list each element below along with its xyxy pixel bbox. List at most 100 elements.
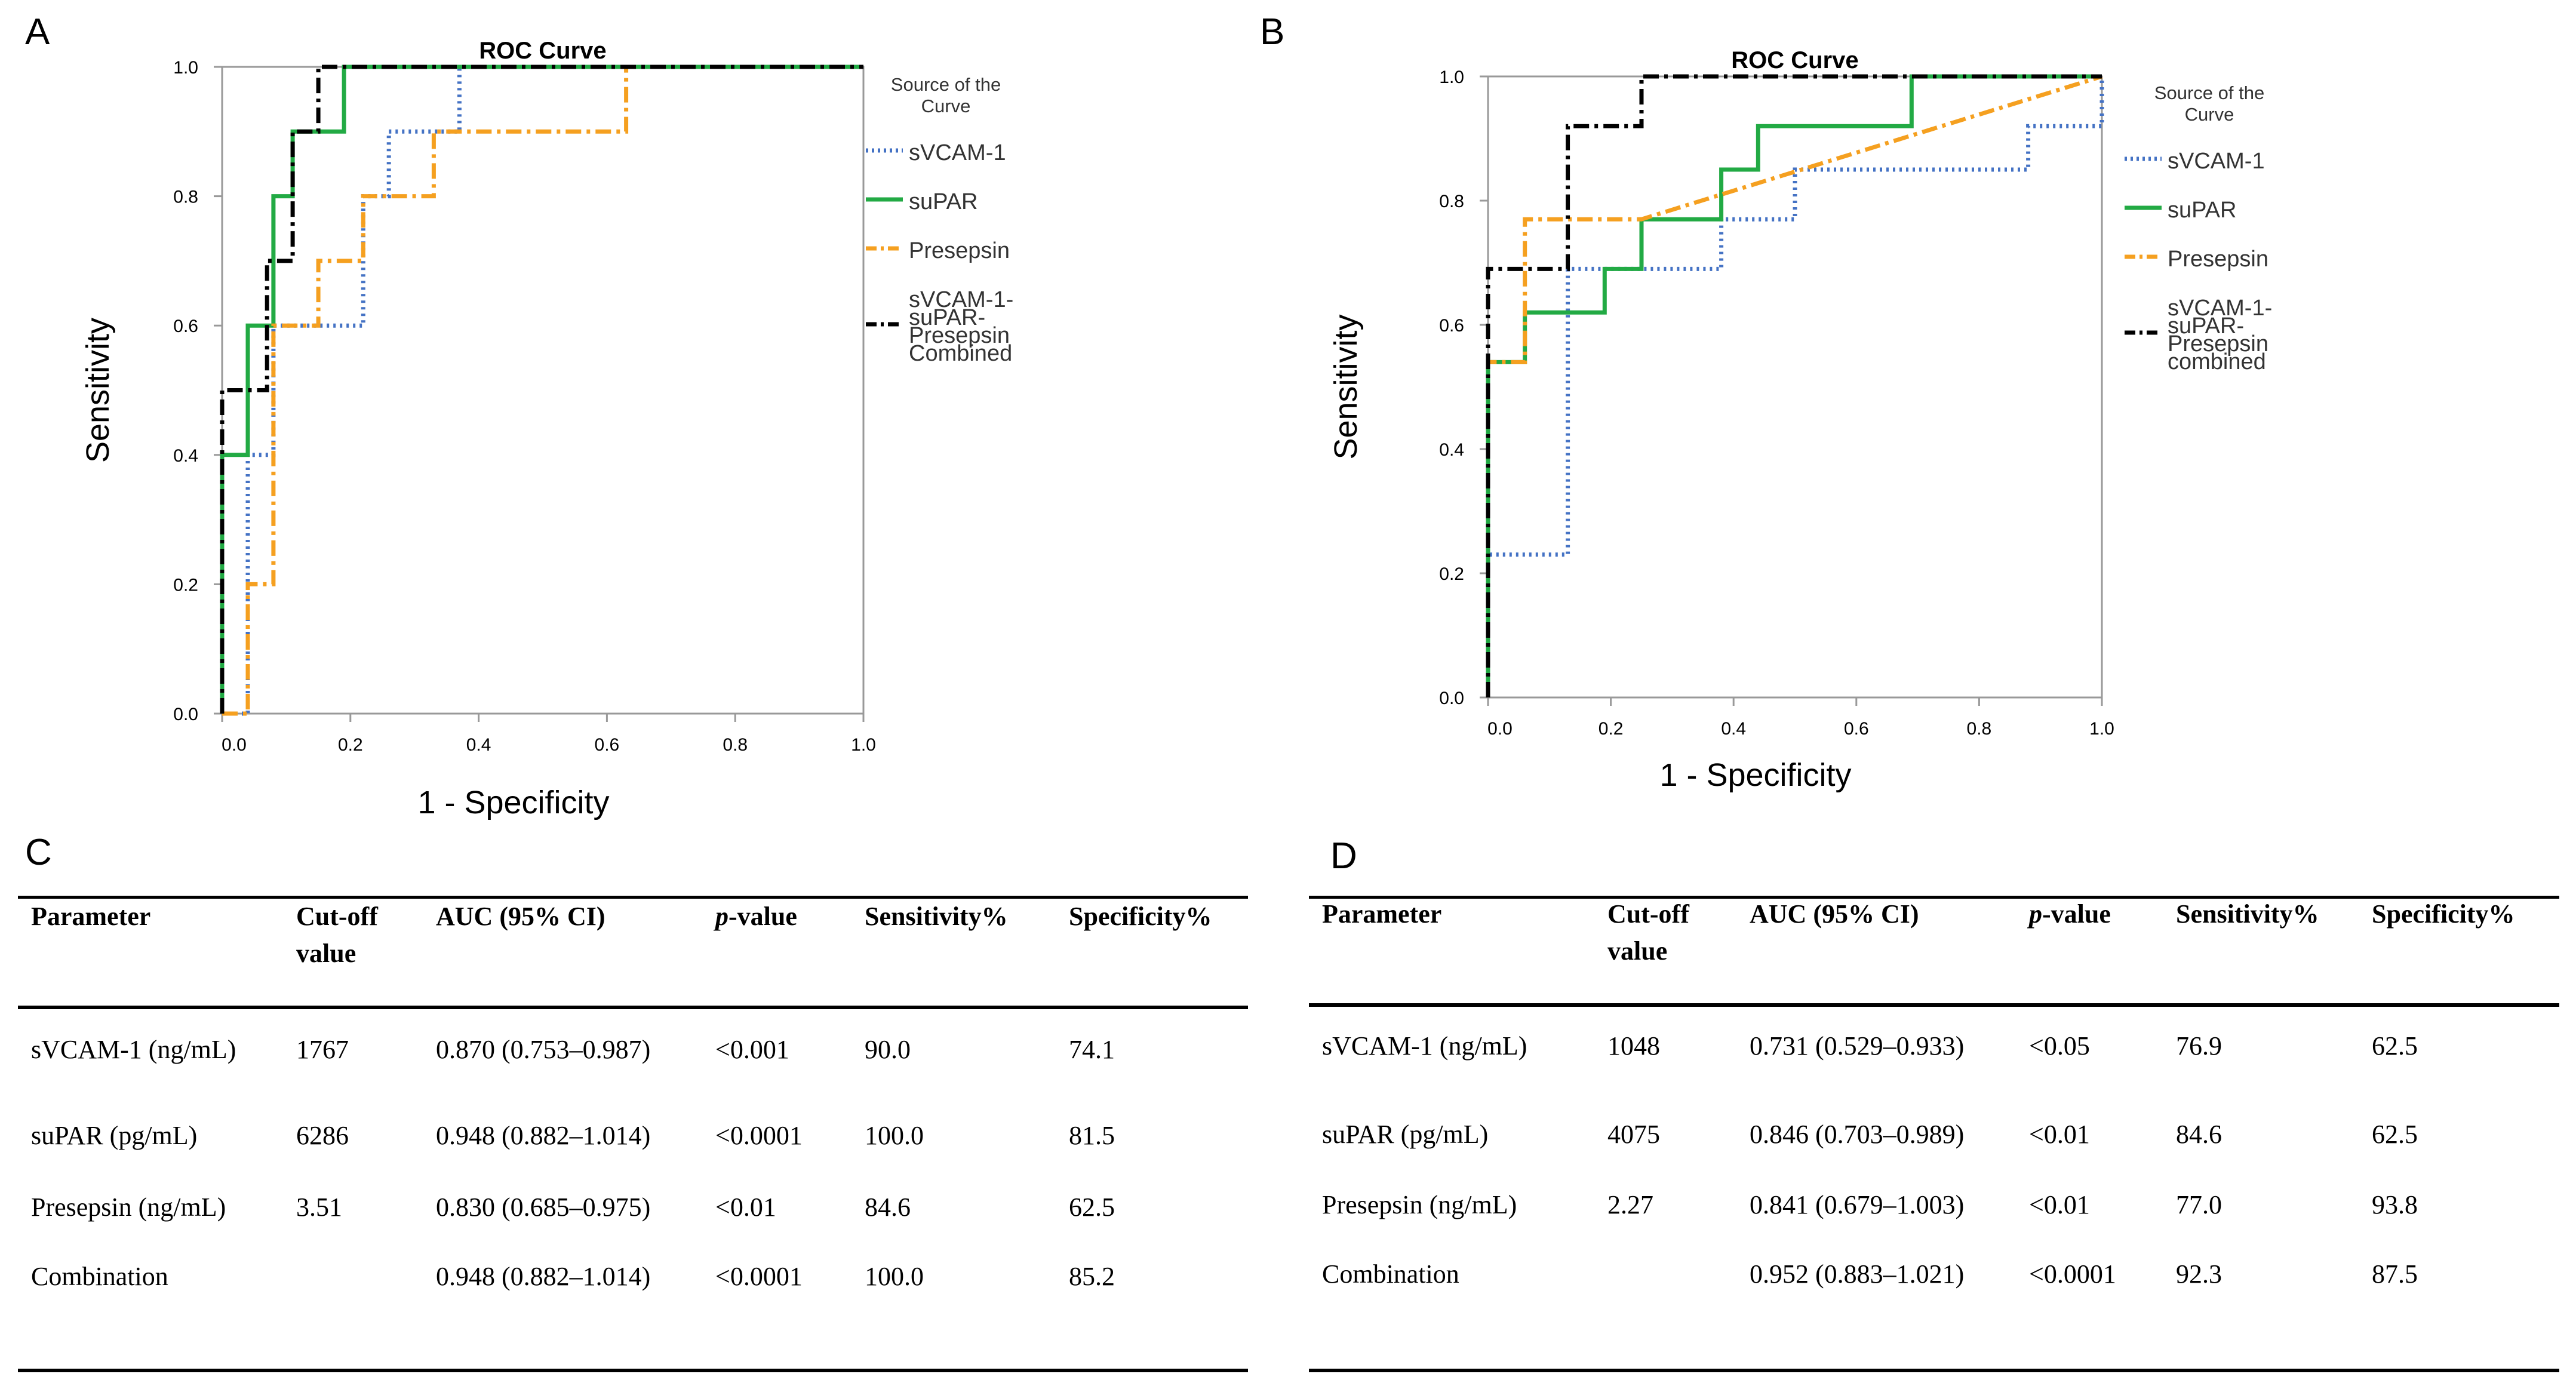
table-cell: 62.5	[1069, 1193, 1115, 1222]
panel-label-d: D	[1330, 835, 1357, 877]
column-header: Parameter	[31, 898, 150, 935]
column-header-line: value	[296, 939, 356, 968]
x-tick-label: 0.6	[1844, 719, 1869, 739]
table-cell: Combination	[31, 1262, 168, 1291]
results-table-c: Parameter Cut-off value AUC (95% CI) p-value…	[18, 896, 1248, 1373]
table-top-rule	[18, 896, 1248, 899]
series-line-presepsin	[222, 64, 863, 716]
column-header: Sensitivity%	[2176, 896, 2319, 933]
table-cell: 0.870 (0.753–0.987)	[436, 1035, 651, 1064]
legend-label-supar: suPAR	[2168, 198, 2236, 223]
table-cell: <0.01	[715, 1193, 776, 1222]
column-header: p-value	[715, 898, 797, 935]
table-cell: <0.01	[2029, 1190, 2090, 1219]
table-cell: 3.51	[296, 1193, 342, 1222]
table-cell: 77.0	[2176, 1190, 2222, 1219]
table-cell: 1767	[296, 1035, 349, 1064]
table-top-rule	[1309, 896, 2559, 899]
results-table-d: Parameter Cut-off value AUC (95% CI) p-value…	[1309, 896, 2559, 1373]
table-cell: 1048	[1607, 1031, 1660, 1061]
table-cell: 0.846 (0.703–0.989)	[1750, 1120, 1965, 1149]
table-cell: 0.731 (0.529–0.933)	[1750, 1031, 1965, 1061]
legend-label-svcam-1-supar-presepsin-combined: Combined	[909, 341, 1012, 366]
legend-title: Source of the	[891, 74, 1001, 95]
table-cell: 92.3	[2176, 1259, 2222, 1289]
y-tick-label: 0.0	[173, 705, 198, 724]
column-header: AUC (95% CI)	[436, 898, 605, 935]
table-cell: <0.0001	[2029, 1259, 2116, 1289]
table-cell: 90.0	[865, 1035, 911, 1064]
table-cell: 0.830 (0.685–0.975)	[436, 1193, 651, 1222]
x-tick-label: 0.6	[595, 735, 620, 755]
column-header-line: Sensitivity%	[2176, 899, 2319, 929]
y-tick-label: 0.2	[1439, 564, 1464, 584]
legend-label-svcam-1-supar-presepsin-combined: sVCAM-1-	[2168, 296, 2272, 321]
table-cell: sVCAM-1 (ng/mL)	[1322, 1031, 1527, 1061]
table-cell: 62.5	[2372, 1120, 2418, 1149]
table-cell: <0.05	[2029, 1031, 2090, 1061]
legend-label-presepsin: Presepsin	[909, 238, 1010, 263]
table-bottom-rule	[1309, 1369, 2559, 1372]
table-cell: 62.5	[2372, 1031, 2418, 1061]
table-cell: suPAR (pg/mL)	[1322, 1120, 1489, 1149]
table-cell: 81.5	[1069, 1121, 1115, 1150]
column-header-part: p	[715, 902, 728, 931]
x-tick-label: 0.0	[1487, 719, 1513, 739]
table-cell: 100.0	[865, 1121, 924, 1150]
column-header-line: Sensitivity%	[865, 902, 1008, 931]
legend-title: Curve	[921, 96, 971, 116]
column-header: AUC (95% CI)	[1750, 896, 1919, 933]
column-header-line: AUC (95% CI)	[1750, 899, 1919, 929]
y-tick-label: 1.0	[1439, 67, 1464, 87]
table-bottom-rule	[18, 1369, 1248, 1372]
table-cell: 0.948 (0.882–1.014)	[436, 1121, 651, 1150]
table-cell: 0.841 (0.679–1.003)	[1750, 1190, 1965, 1219]
y-tick-label: 0.6	[1439, 316, 1464, 336]
table-cell: suPAR (pg/mL)	[31, 1121, 198, 1150]
table-cell: 100.0	[865, 1262, 924, 1291]
plot-frame	[221, 66, 865, 715]
table-cell: 4075	[1607, 1120, 1660, 1149]
panel-label-c: C	[25, 832, 52, 873]
column-header-part: -value	[728, 902, 797, 931]
table-header-rule	[18, 1006, 1248, 1009]
column-header-line: Parameter	[1322, 899, 1442, 929]
column-header-line: Specificity%	[1069, 902, 1212, 931]
column-header-line: Cut-off	[296, 902, 378, 931]
legend-label-svcam-1-supar-presepsin-combined: suPAR-	[909, 305, 985, 330]
legend-label-presepsin: Presepsin	[2168, 247, 2268, 272]
y-tick-label: 0.4	[173, 446, 198, 466]
column-header: Parameter	[1322, 896, 1441, 933]
column-header: p-value	[2029, 896, 2111, 933]
y-axis-label: Sensitivity	[1328, 314, 1364, 459]
legend-title: Source of the	[2154, 82, 2264, 103]
x-axis-label: 1 - Specificity	[417, 785, 609, 820]
x-tick-label: 1.0	[2089, 719, 2114, 739]
legend-label-svcam-1-supar-presepsin-combined: Presepsin	[909, 323, 1010, 348]
column-header: Specificity%	[2372, 896, 2515, 933]
x-tick-label: 0.0	[222, 735, 247, 755]
series-line-svcam-1	[222, 64, 863, 716]
column-header: Specificity%	[1069, 898, 1212, 935]
column-header-line: value	[1607, 936, 1668, 966]
chart-title: ROC Curve	[479, 38, 606, 64]
x-axis-label: 1 - Specificity	[1659, 757, 1851, 793]
legend-label-svcam-1: sVCAM-1	[2168, 149, 2265, 174]
table-cell: Presepsin (ng/mL)	[31, 1193, 226, 1222]
table-cell: Combination	[1322, 1259, 1459, 1289]
column-header-part: -value	[2042, 899, 2111, 929]
table-cell: <0.0001	[715, 1262, 803, 1291]
y-axis-label: Sensitivity	[80, 318, 116, 463]
table-cell: 84.6	[865, 1193, 911, 1222]
roc-chart-a: ROC Curve 0.0 0.2 0.4 0.6 0.8 1.0 0.0 0.2 0.4 0.6 0…	[80, 38, 1013, 820]
table-cell: 93.8	[2372, 1190, 2418, 1219]
legend-label-svcam-1-supar-presepsin-combined: combined	[2168, 349, 2266, 374]
column-header-line: Cut-off	[1607, 899, 1689, 929]
column-header: Cut-off value	[1607, 896, 1689, 970]
y-tick-label: 1.0	[173, 58, 198, 78]
x-tick-label: 0.2	[1599, 719, 1624, 739]
column-header-line: Specificity%	[2372, 899, 2515, 929]
table-cell: 84.6	[2176, 1120, 2222, 1149]
column-header-part: p	[2029, 899, 2042, 929]
table-cell: 0.948 (0.882–1.014)	[436, 1262, 651, 1291]
